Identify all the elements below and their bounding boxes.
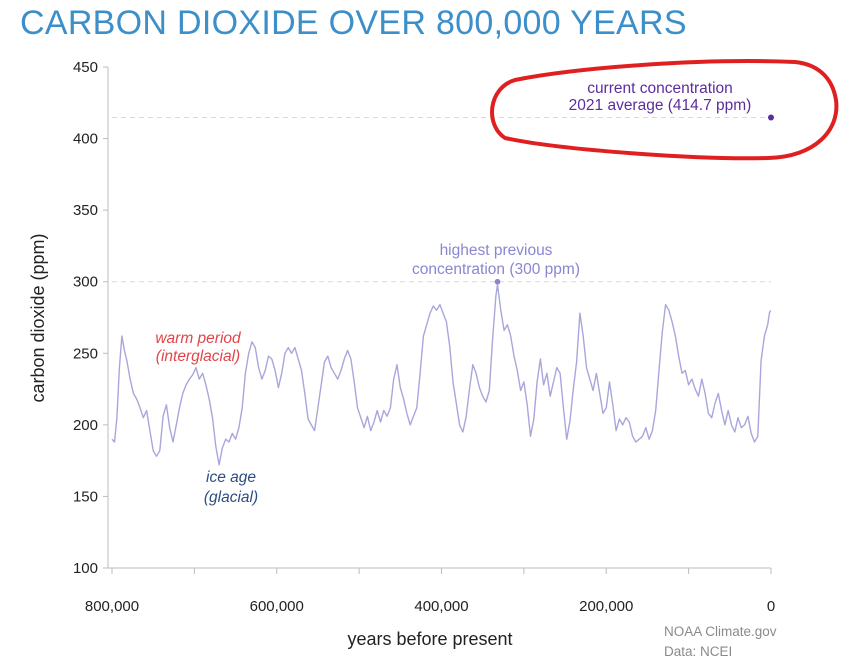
current-concentration-label: current concentration xyxy=(587,80,733,97)
warm-period-label: warm period xyxy=(155,330,242,347)
x-ticks: 800,000 600,000 400,000 200,000 0 xyxy=(85,568,775,615)
highlight-ring xyxy=(490,59,839,161)
highest-previous-label: highest previous xyxy=(440,242,553,259)
y-tick-label: 450 xyxy=(73,59,98,76)
y-axis-title: carbon dioxide (ppm) xyxy=(28,233,48,402)
highest-concentration-label: concentration (300 ppm) xyxy=(412,261,580,278)
annotations: current concentration 2021 average (414.… xyxy=(155,80,751,506)
y-tick-label: 250 xyxy=(73,345,98,362)
source-credit: NOAA Climate.gov xyxy=(664,624,777,639)
y-tick-label: 100 xyxy=(73,560,98,577)
co2-series-line xyxy=(111,283,772,466)
current-concentration-point xyxy=(768,114,774,121)
x-tick-label: 200,000 xyxy=(579,598,633,615)
x-tick-label: 600,000 xyxy=(250,598,304,615)
x-tick-label: 400,000 xyxy=(414,598,468,615)
interglacial-label: (interglacial) xyxy=(156,348,240,365)
reference-lines xyxy=(112,117,771,283)
chart-title: CARBON DIOXIDE OVER 800,000 YEARS xyxy=(20,4,687,42)
x-tick-label: 800,000 xyxy=(85,598,139,615)
highest-previous-point xyxy=(494,278,501,285)
y-ticks: 100 150 200 250 300 350 400 450 xyxy=(73,59,108,577)
x-axis-title: years before present xyxy=(347,629,512,649)
current-average-label: 2021 average (414.7 ppm) xyxy=(569,97,752,114)
glacial-label: (glacial) xyxy=(204,489,258,506)
ice-age-label: ice age xyxy=(206,469,256,486)
series-layer xyxy=(111,114,774,466)
x-tick-label: 0 xyxy=(767,598,775,615)
y-tick-label: 350 xyxy=(73,202,98,219)
y-tick-label: 150 xyxy=(73,488,98,505)
y-tick-label: 400 xyxy=(73,131,98,148)
axes xyxy=(107,67,771,569)
y-tick-label: 300 xyxy=(73,274,98,291)
y-tick-label: 200 xyxy=(73,417,98,434)
data-credit: Data: NCEI xyxy=(664,644,732,659)
